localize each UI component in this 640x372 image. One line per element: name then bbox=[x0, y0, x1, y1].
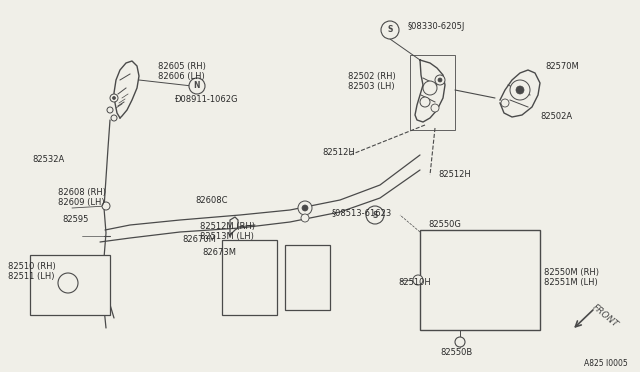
Text: 82502 (RH)
82503 (LH): 82502 (RH) 82503 (LH) bbox=[348, 72, 396, 92]
Bar bbox=[222, 240, 277, 315]
Circle shape bbox=[113, 96, 115, 99]
Circle shape bbox=[413, 275, 423, 285]
Circle shape bbox=[298, 201, 312, 215]
Circle shape bbox=[420, 97, 430, 107]
Text: 82550M (RH)
82551M (LH): 82550M (RH) 82551M (LH) bbox=[544, 268, 599, 288]
Bar bbox=[420, 230, 540, 330]
Circle shape bbox=[302, 205, 308, 211]
Circle shape bbox=[438, 78, 442, 82]
Circle shape bbox=[501, 99, 509, 107]
Text: N: N bbox=[194, 81, 200, 90]
Text: 82605 (RH)
82606 (LH): 82605 (RH) 82606 (LH) bbox=[158, 62, 206, 81]
Text: 82512M (RH)
82513M (LH): 82512M (RH) 82513M (LH) bbox=[200, 222, 255, 241]
Circle shape bbox=[423, 81, 437, 95]
Circle shape bbox=[431, 104, 439, 112]
Circle shape bbox=[103, 262, 109, 268]
Text: 82510 (RH)
82511 (LH): 82510 (RH) 82511 (LH) bbox=[8, 262, 56, 281]
Circle shape bbox=[110, 94, 118, 102]
Text: 82595: 82595 bbox=[62, 215, 88, 224]
Bar bbox=[30, 255, 110, 315]
Text: 82532A: 82532A bbox=[32, 155, 64, 164]
Text: 82673M: 82673M bbox=[202, 248, 236, 257]
Circle shape bbox=[516, 86, 524, 94]
Circle shape bbox=[102, 202, 110, 210]
Circle shape bbox=[111, 115, 117, 121]
Text: §08330-6205J: §08330-6205J bbox=[408, 22, 465, 31]
Circle shape bbox=[435, 75, 445, 85]
Text: A825 I0005: A825 I0005 bbox=[584, 359, 628, 368]
Circle shape bbox=[301, 214, 309, 222]
Text: S: S bbox=[372, 211, 378, 219]
Circle shape bbox=[366, 206, 384, 224]
Text: 82510H: 82510H bbox=[398, 278, 431, 287]
Text: §08513-61623: §08513-61623 bbox=[332, 208, 392, 217]
Circle shape bbox=[58, 273, 78, 293]
Text: 82570M: 82570M bbox=[545, 62, 579, 71]
Circle shape bbox=[107, 107, 113, 113]
Text: 82670M: 82670M bbox=[182, 235, 216, 244]
Text: Ð08911-1062G: Ð08911-1062G bbox=[175, 95, 239, 104]
Text: 82502A: 82502A bbox=[540, 112, 572, 121]
Text: S: S bbox=[387, 26, 393, 35]
Circle shape bbox=[455, 337, 465, 347]
Text: 82550B: 82550B bbox=[440, 348, 472, 357]
Text: 82608C: 82608C bbox=[195, 196, 227, 205]
Bar bbox=[285, 245, 330, 310]
Text: 82608 (RH)
82609 (LH): 82608 (RH) 82609 (LH) bbox=[58, 188, 106, 208]
Circle shape bbox=[189, 78, 205, 94]
Circle shape bbox=[381, 21, 399, 39]
Text: 82512H: 82512H bbox=[322, 148, 355, 157]
Text: FRONT: FRONT bbox=[590, 303, 620, 329]
Circle shape bbox=[510, 80, 530, 100]
Bar bbox=[410, 55, 455, 130]
Text: 82512H: 82512H bbox=[438, 170, 471, 179]
Text: 82550G: 82550G bbox=[428, 220, 461, 229]
